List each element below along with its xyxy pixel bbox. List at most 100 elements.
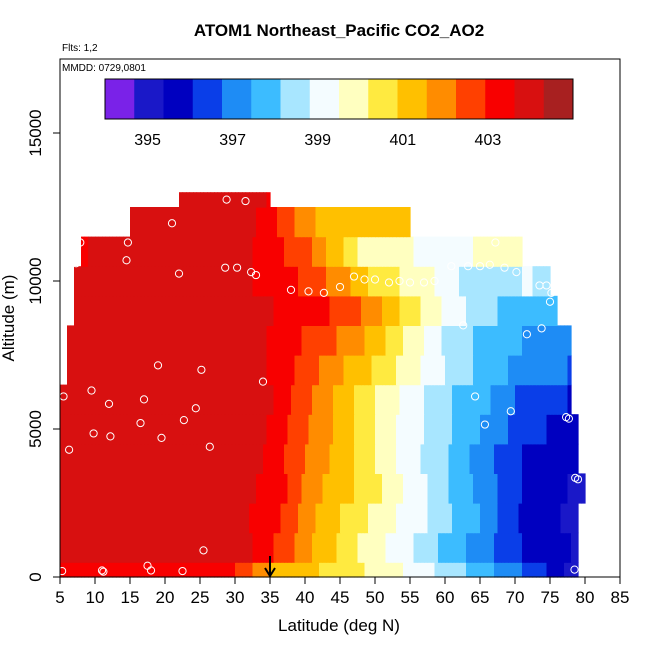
heatmap-cell — [476, 532, 481, 563]
heatmap-cell — [522, 503, 527, 534]
heatmap-cell — [326, 414, 331, 445]
heatmap-cell — [539, 295, 544, 326]
heatmap-cell — [413, 384, 418, 415]
heatmap-cell — [256, 266, 261, 297]
heatmap-cell — [326, 532, 331, 563]
heatmap-cell — [336, 473, 341, 504]
heatmap-cell — [277, 236, 282, 267]
heatmap-cell — [133, 532, 138, 563]
heatmap-cell — [168, 384, 173, 415]
heatmap-cell — [301, 295, 306, 326]
heatmap-cell — [462, 355, 467, 386]
heatmap-cell — [382, 266, 387, 297]
heatmap-cell — [151, 325, 156, 356]
x-tick-label: 25 — [191, 588, 210, 607]
heatmap-cell — [140, 207, 145, 238]
heatmap-cell — [483, 443, 488, 474]
heatmap-cell — [536, 562, 541, 578]
heatmap-cell — [235, 207, 240, 238]
heatmap-cell — [522, 562, 527, 578]
heatmap-cell — [431, 384, 436, 415]
heatmap-cell — [147, 473, 152, 504]
heatmap-cell — [189, 266, 194, 297]
heatmap-cell — [235, 532, 240, 563]
heatmap-cell — [98, 266, 103, 297]
heatmap-cell — [455, 236, 460, 267]
heatmap-cell — [385, 355, 390, 386]
heatmap-cell — [417, 384, 422, 415]
heatmap-cell — [266, 192, 271, 208]
heatmap-cell — [392, 473, 397, 504]
heatmap-cell — [294, 562, 299, 578]
heatmap-cell — [214, 236, 219, 267]
heatmap-cell — [175, 443, 180, 474]
heatmap-cell — [532, 473, 537, 504]
heatmap-cell — [231, 473, 236, 504]
heatmap-cell — [158, 355, 163, 386]
heatmap-cell — [501, 384, 506, 415]
heatmap-cell — [476, 414, 481, 445]
heatmap-cell — [70, 473, 75, 504]
heatmap-cell — [452, 443, 457, 474]
heatmap-cell — [392, 503, 397, 534]
heatmap-cell — [77, 532, 82, 563]
heatmap-cell — [553, 562, 558, 578]
heatmap-cell — [308, 532, 313, 563]
heatmap-cell — [67, 414, 72, 445]
heatmap-cell — [77, 355, 82, 386]
heatmap-cell — [70, 414, 75, 445]
heatmap-cell — [249, 473, 254, 504]
heatmap-cell — [322, 325, 327, 356]
heatmap-cell — [263, 473, 268, 504]
heatmap-cell — [315, 414, 320, 445]
heatmap-cell — [511, 503, 516, 534]
heatmap-cell — [504, 236, 509, 267]
heatmap-cell — [452, 236, 457, 267]
heatmap-cell — [399, 207, 404, 238]
heatmap-cell — [431, 532, 436, 563]
heatmap-cell — [469, 414, 474, 445]
heatmap-cell — [564, 355, 569, 386]
heatmap-cell — [340, 443, 345, 474]
heatmap-cell — [210, 414, 215, 445]
heatmap-cell — [200, 414, 205, 445]
heatmap-cell — [203, 325, 208, 356]
heatmap-cell — [347, 503, 352, 534]
heatmap-cell — [462, 266, 467, 297]
heatmap-cell — [501, 562, 506, 578]
heatmap-cell — [147, 266, 152, 297]
heatmap-cell — [77, 503, 82, 534]
heatmap-cell — [410, 414, 415, 445]
heatmap-cell — [217, 562, 222, 578]
heatmap-cell — [109, 236, 114, 267]
heatmap-cell — [294, 207, 299, 238]
heatmap-cell — [228, 503, 233, 534]
heatmap-cell — [487, 295, 492, 326]
heatmap-cell — [536, 473, 541, 504]
heatmap-cell — [333, 355, 338, 386]
heatmap-cell — [322, 414, 327, 445]
heatmap-cell — [266, 384, 271, 415]
heatmap-cell — [427, 266, 432, 297]
observation-point — [471, 392, 480, 401]
heatmap-cell — [378, 443, 383, 474]
heatmap-cell — [130, 532, 135, 563]
heatmap-cell — [77, 325, 82, 356]
heatmap-cell — [182, 414, 187, 445]
heatmap-cell — [245, 532, 250, 563]
heatmap-cell — [497, 266, 502, 297]
heatmap-cell — [529, 443, 534, 474]
heatmap-cell — [445, 473, 450, 504]
heatmap-cell — [249, 355, 254, 386]
x-tick-label: 50 — [366, 588, 385, 607]
heatmap-cell — [105, 325, 110, 356]
heatmap-cell — [438, 295, 443, 326]
heatmap-cell — [112, 384, 117, 415]
observation-point — [241, 196, 250, 206]
heatmap-cell — [473, 414, 478, 445]
heatmap-cell — [473, 473, 478, 504]
heatmap-cell — [207, 266, 212, 297]
heatmap-cell — [473, 503, 478, 534]
heatmap-cell — [522, 325, 527, 356]
observation-point — [570, 565, 579, 574]
